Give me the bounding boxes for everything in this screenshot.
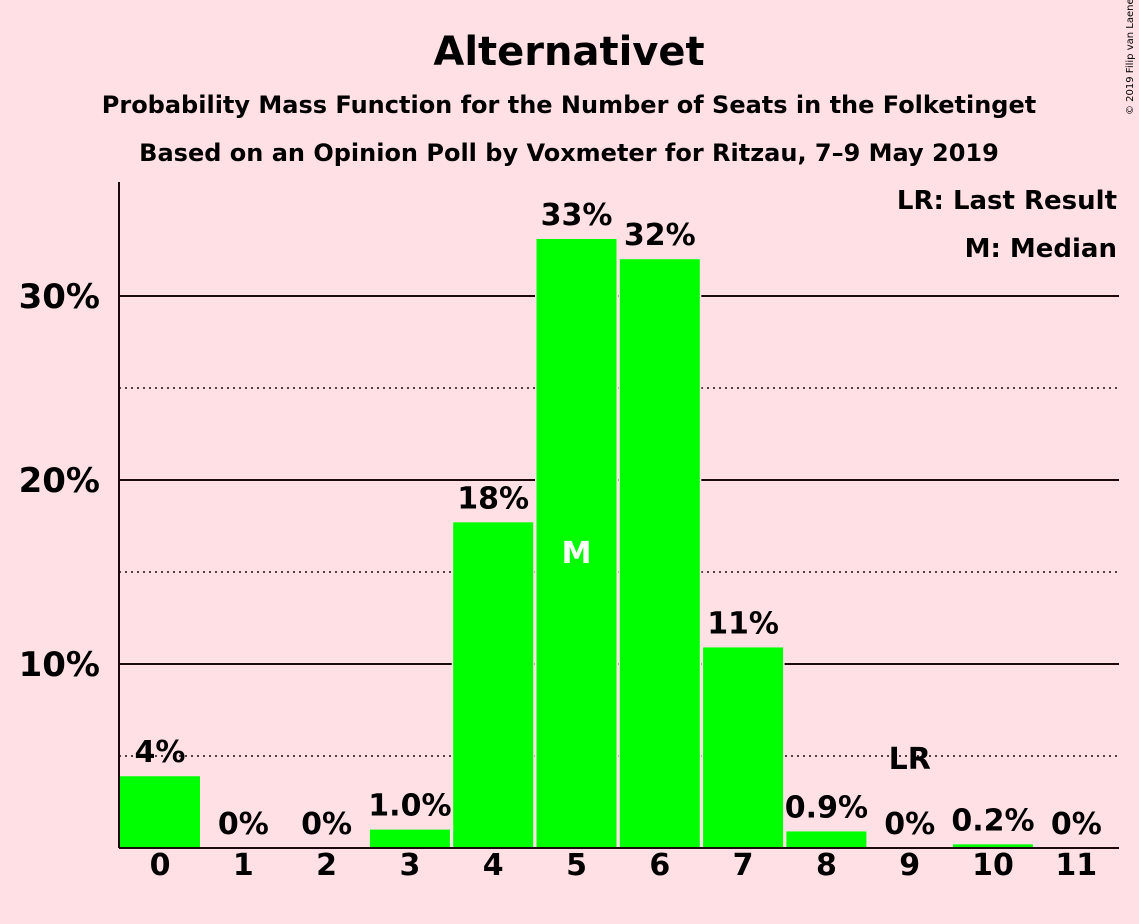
data-label: 0% (218, 807, 269, 842)
copyright-text: © 2019 Filip van Laenen (1125, 0, 1136, 115)
bar (453, 522, 534, 848)
x-tick-label: 3 (399, 848, 420, 883)
axes: 10% 20% 30% 0 1 2 3 4 5 6 7 8 9 10 11 (19, 182, 1119, 883)
x-tick-label: 10 (972, 848, 1014, 883)
x-tick-label: 1 (233, 848, 254, 883)
bar (953, 844, 1033, 848)
bar (536, 238, 617, 848)
chart-subtitle-source: Based on an Opinion Poll by Voxmeter for… (139, 139, 999, 167)
data-label: 4% (135, 735, 186, 770)
data-label: 0% (1051, 807, 1102, 842)
x-tick-label: 11 (1055, 848, 1097, 883)
x-tick-label: 8 (816, 848, 837, 883)
y-tick-label: 30% (19, 277, 100, 317)
bars (118, 237, 1035, 848)
data-labels: 4% 0% 0% 1.0% 18% 33% M 32% 11% 0.9% 0% LR 0.2% 0% (135, 198, 1102, 842)
chart-title: Alternativet (433, 29, 704, 75)
data-label: 33% (541, 198, 613, 233)
bar (703, 647, 784, 848)
bar (369, 829, 450, 848)
chart-subtitle: Probability Mass Function for the Number… (102, 91, 1036, 119)
bar (120, 776, 200, 848)
median-marker: M (562, 536, 592, 571)
data-label: 0% (884, 807, 935, 842)
data-label: 0% (301, 807, 352, 842)
x-tick-label: 6 (649, 848, 670, 883)
bar (786, 831, 867, 848)
bar (619, 259, 700, 848)
y-tick-label: 10% (19, 645, 100, 685)
data-label: 32% (624, 218, 696, 253)
x-tick-label: 7 (733, 848, 754, 883)
legend-last-result: LR: Last Result (897, 186, 1117, 216)
data-label: 1.0% (368, 789, 451, 824)
x-tick-label: 4 (483, 848, 504, 883)
last-result-marker: LR (889, 742, 931, 777)
data-label: 18% (457, 481, 529, 516)
x-tick-label: 9 (899, 848, 920, 883)
y-tick-label: 20% (19, 461, 100, 501)
legend-median: M: Median (965, 234, 1117, 264)
x-tick-label: 5 (566, 848, 587, 883)
data-label: 0.9% (785, 790, 868, 825)
x-tick-label: 0 (150, 848, 171, 883)
data-label: 0.2% (951, 803, 1034, 838)
x-tick-label: 2 (316, 848, 337, 883)
data-label: 11% (707, 606, 779, 641)
